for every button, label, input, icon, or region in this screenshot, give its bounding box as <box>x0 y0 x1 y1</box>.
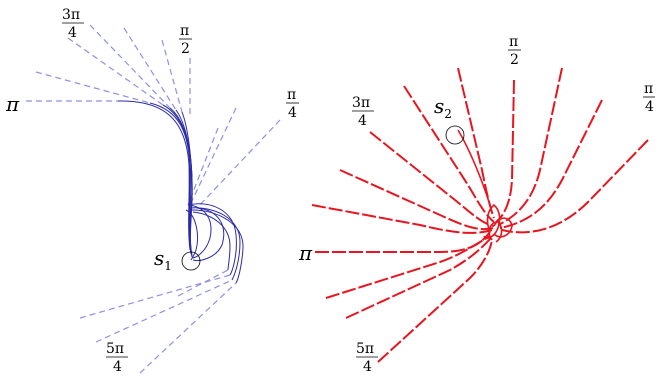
left-curve-10 <box>189 207 241 281</box>
left-start-circle <box>181 251 201 271</box>
right-start-circle <box>445 125 465 145</box>
left-ray-d <box>161 39 183 113</box>
right-label-pi4-num: π <box>644 81 653 97</box>
right-label-pi: π <box>298 241 313 265</box>
left-ray-h <box>95 279 233 343</box>
left-label-s1: s1 <box>154 246 172 273</box>
left-label-pi4-den: 4 <box>288 105 297 121</box>
right-hub-loop-1 <box>483 203 501 239</box>
right-ray-a <box>311 204 493 234</box>
left-curve-12 <box>192 211 231 271</box>
right-label-5pi4-num: 5π <box>356 341 374 357</box>
right-hub-tangle <box>457 129 513 243</box>
left-label-s1-sub: 1 <box>164 259 172 273</box>
left-curve-11 <box>191 209 244 284</box>
left-ray-i <box>177 269 229 297</box>
left-ray-pi4 <box>196 119 281 209</box>
right-label-3pi4-num: 3π <box>352 95 370 111</box>
left-curve-2 <box>149 102 192 253</box>
left-curve-6 <box>181 111 193 258</box>
left-panel: π 3π 4 π 2 π 4 5π 4 s1 <box>5 7 299 375</box>
right-label-s2-letter: s <box>434 94 444 118</box>
right-label-s2: s2 <box>434 94 452 121</box>
left-dashed-rays <box>26 24 281 374</box>
right-hub-stem <box>457 129 491 206</box>
left-label-pi2-num: π <box>180 23 189 39</box>
left-curve-13 <box>185 209 199 261</box>
left-ray-e <box>189 107 237 206</box>
left-curve-7 <box>189 204 212 259</box>
left-label-s1-letter: s <box>154 246 164 270</box>
right-ray-g <box>325 235 491 299</box>
left-label-pi2-den: 2 <box>181 41 190 57</box>
left-curves <box>117 100 244 284</box>
right-ray-pi4 <box>501 139 649 234</box>
left-curve-9 <box>187 203 237 276</box>
left-label-pi4-num: π <box>287 87 296 103</box>
left-label-5pi4-den: 4 <box>113 359 122 375</box>
right-ray-h <box>345 237 492 319</box>
right-ray-d <box>457 67 495 219</box>
left-curve-1 <box>117 100 191 251</box>
right-label-5pi4-den: 4 <box>363 359 372 375</box>
right-ray-c <box>403 85 495 223</box>
right-label-pi4-den: 4 <box>645 99 654 115</box>
left-label-pi: π <box>5 92 20 116</box>
right-ray-e <box>497 67 563 226</box>
right-ray-f <box>499 99 603 229</box>
left-ray-f <box>187 127 219 206</box>
right-label-3pi4-den: 4 <box>358 113 367 129</box>
right-ray-5pi4 <box>377 239 493 363</box>
right-ray-pi <box>315 231 491 253</box>
right-panel: π 3π 4 π 2 π 4 5π 4 s2 <box>298 34 655 375</box>
left-ray-c <box>123 27 177 111</box>
right-ray-pi2 <box>495 79 515 223</box>
left-ray-5pi4 <box>139 282 237 374</box>
right-label-pi2-num: π <box>509 34 518 50</box>
left-ray-a <box>35 71 151 104</box>
right-hub-loop-2 <box>493 217 513 238</box>
right-hub-loop-3 <box>488 221 503 243</box>
left-label-3pi4-num: 3π <box>62 7 80 23</box>
left-label-3pi4-den: 4 <box>68 25 77 41</box>
left-ray-g <box>79 274 231 319</box>
right-ray-b <box>339 169 494 231</box>
right-label-s2-sub: 2 <box>444 107 452 121</box>
right-ray-3pi4 <box>369 131 495 227</box>
left-label-5pi4-num: 5π <box>106 341 124 357</box>
right-label-pi2-den: 2 <box>510 52 519 68</box>
left-ray-b <box>67 37 164 106</box>
